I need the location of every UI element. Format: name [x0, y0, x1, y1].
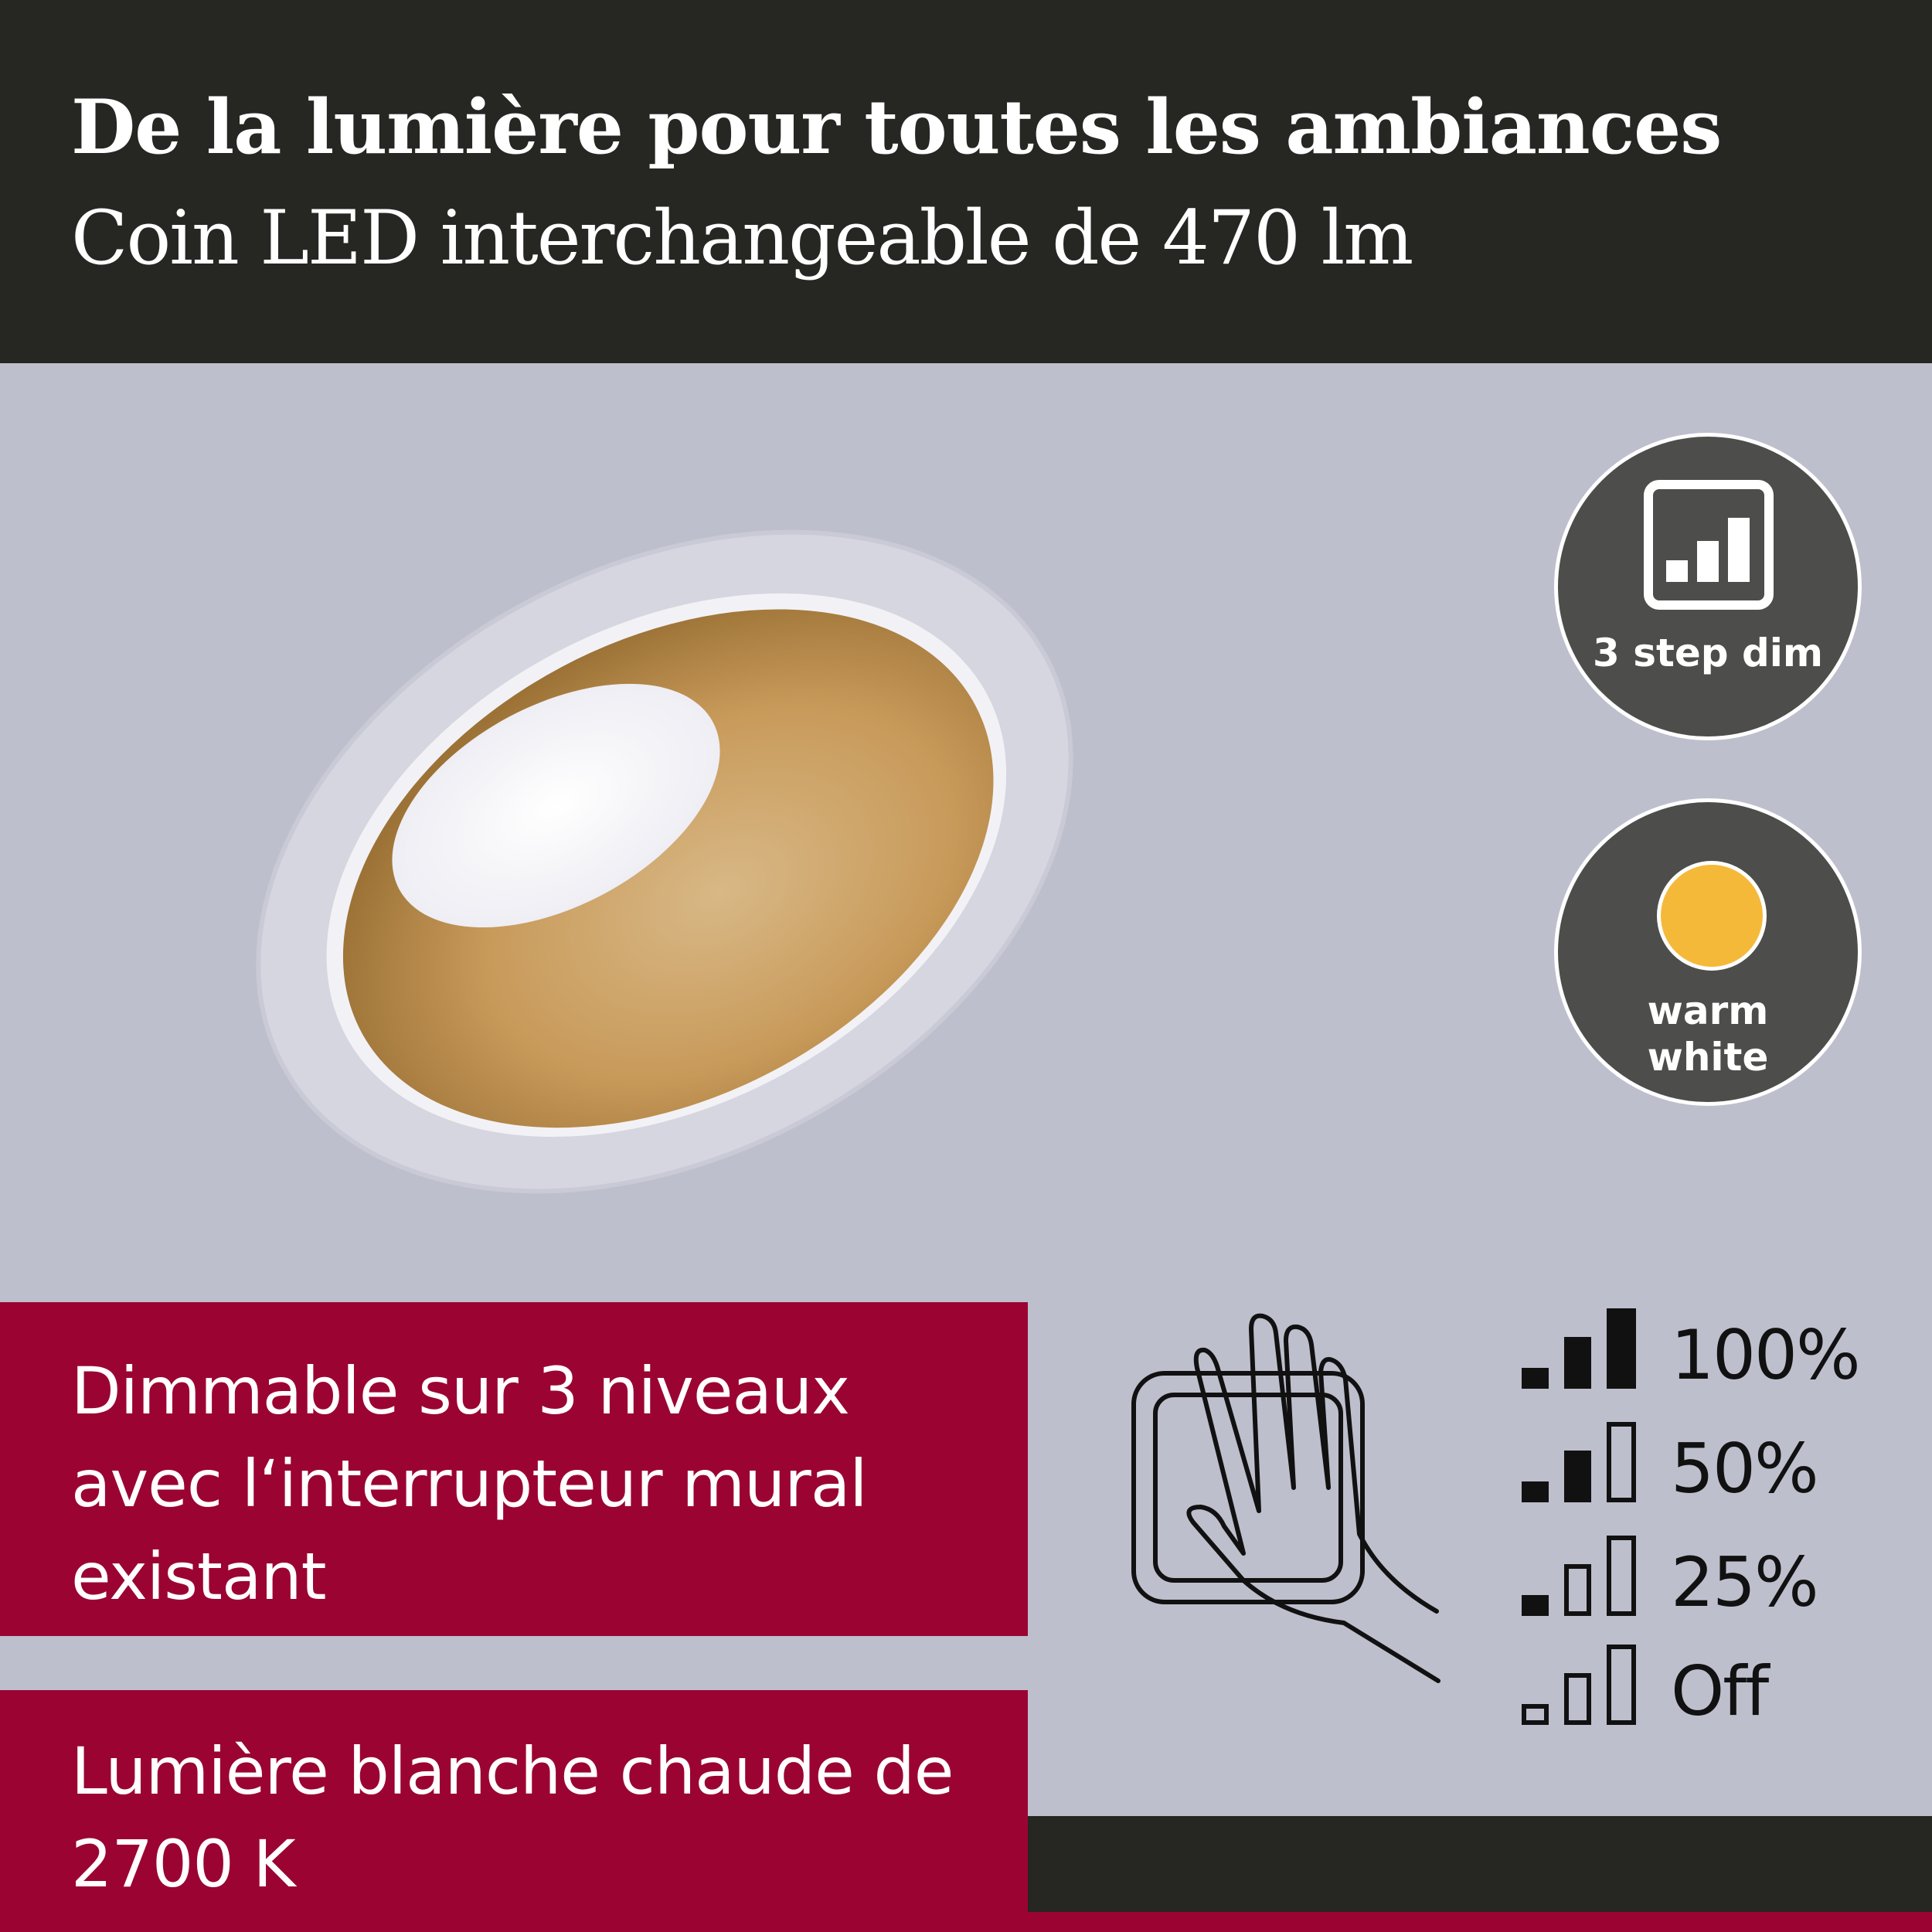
product-photo-downlight	[256, 529, 1073, 1194]
badge-3-step-dim: 3 step dim	[1554, 433, 1862, 740]
bars-2-filled-icon	[1522, 1422, 1636, 1502]
dim-level-50: 50%	[1519, 1420, 1906, 1509]
feature-line: Dimmable sur 3 niveaux	[71, 1353, 850, 1429]
dim-level-100: 100%	[1519, 1306, 1906, 1395]
feature-warm-light: Lumière blanche chaude de 2700 K	[0, 1690, 1028, 1932]
dim-level-label: Off	[1671, 1651, 1769, 1731]
feature-line: avec l‘interrupteur mural	[71, 1446, 868, 1522]
hand-on-switch-icon	[1131, 1313, 1440, 1683]
badge-label: 3 step dim	[1593, 631, 1823, 675]
badge-label-line1: warm	[1647, 988, 1769, 1033]
dim-level-label: 100%	[1671, 1315, 1861, 1395]
page-subtitle: Coin LED interchangeable de 470 lm	[71, 195, 1413, 281]
bars-3-filled-icon	[1522, 1308, 1636, 1389]
feature-line: 2700 K	[71, 1826, 296, 1902]
bars-1-filled-icon	[1522, 1536, 1636, 1616]
footer-dark-bar	[1028, 1816, 1932, 1912]
bars-empty-icon	[1522, 1645, 1636, 1725]
dimmer-bars-icon	[1644, 480, 1774, 610]
feature-line: Lumière blanche chaude de	[71, 1733, 954, 1809]
dim-level-25: 25%	[1519, 1533, 1906, 1622]
dim-level-label: 50%	[1671, 1429, 1819, 1509]
warm-light-dot-icon	[1657, 861, 1767, 971]
badge-label-line2: white	[1647, 1035, 1769, 1080]
feature-line: existant	[71, 1539, 327, 1614]
footer-accent-strip	[1028, 1912, 1932, 1932]
header-banner: De la lumière pour toutes les ambiances …	[0, 0, 1932, 363]
badge-warm-white: warm white	[1554, 798, 1862, 1106]
dim-level-label: 25%	[1671, 1543, 1819, 1622]
page-title: De la lumière pour toutes les ambiances	[71, 83, 1722, 171]
feature-dimmable: Dimmable sur 3 niveaux avec l‘interrupte…	[0, 1302, 1028, 1636]
dim-level-off: Off	[1519, 1642, 1906, 1731]
